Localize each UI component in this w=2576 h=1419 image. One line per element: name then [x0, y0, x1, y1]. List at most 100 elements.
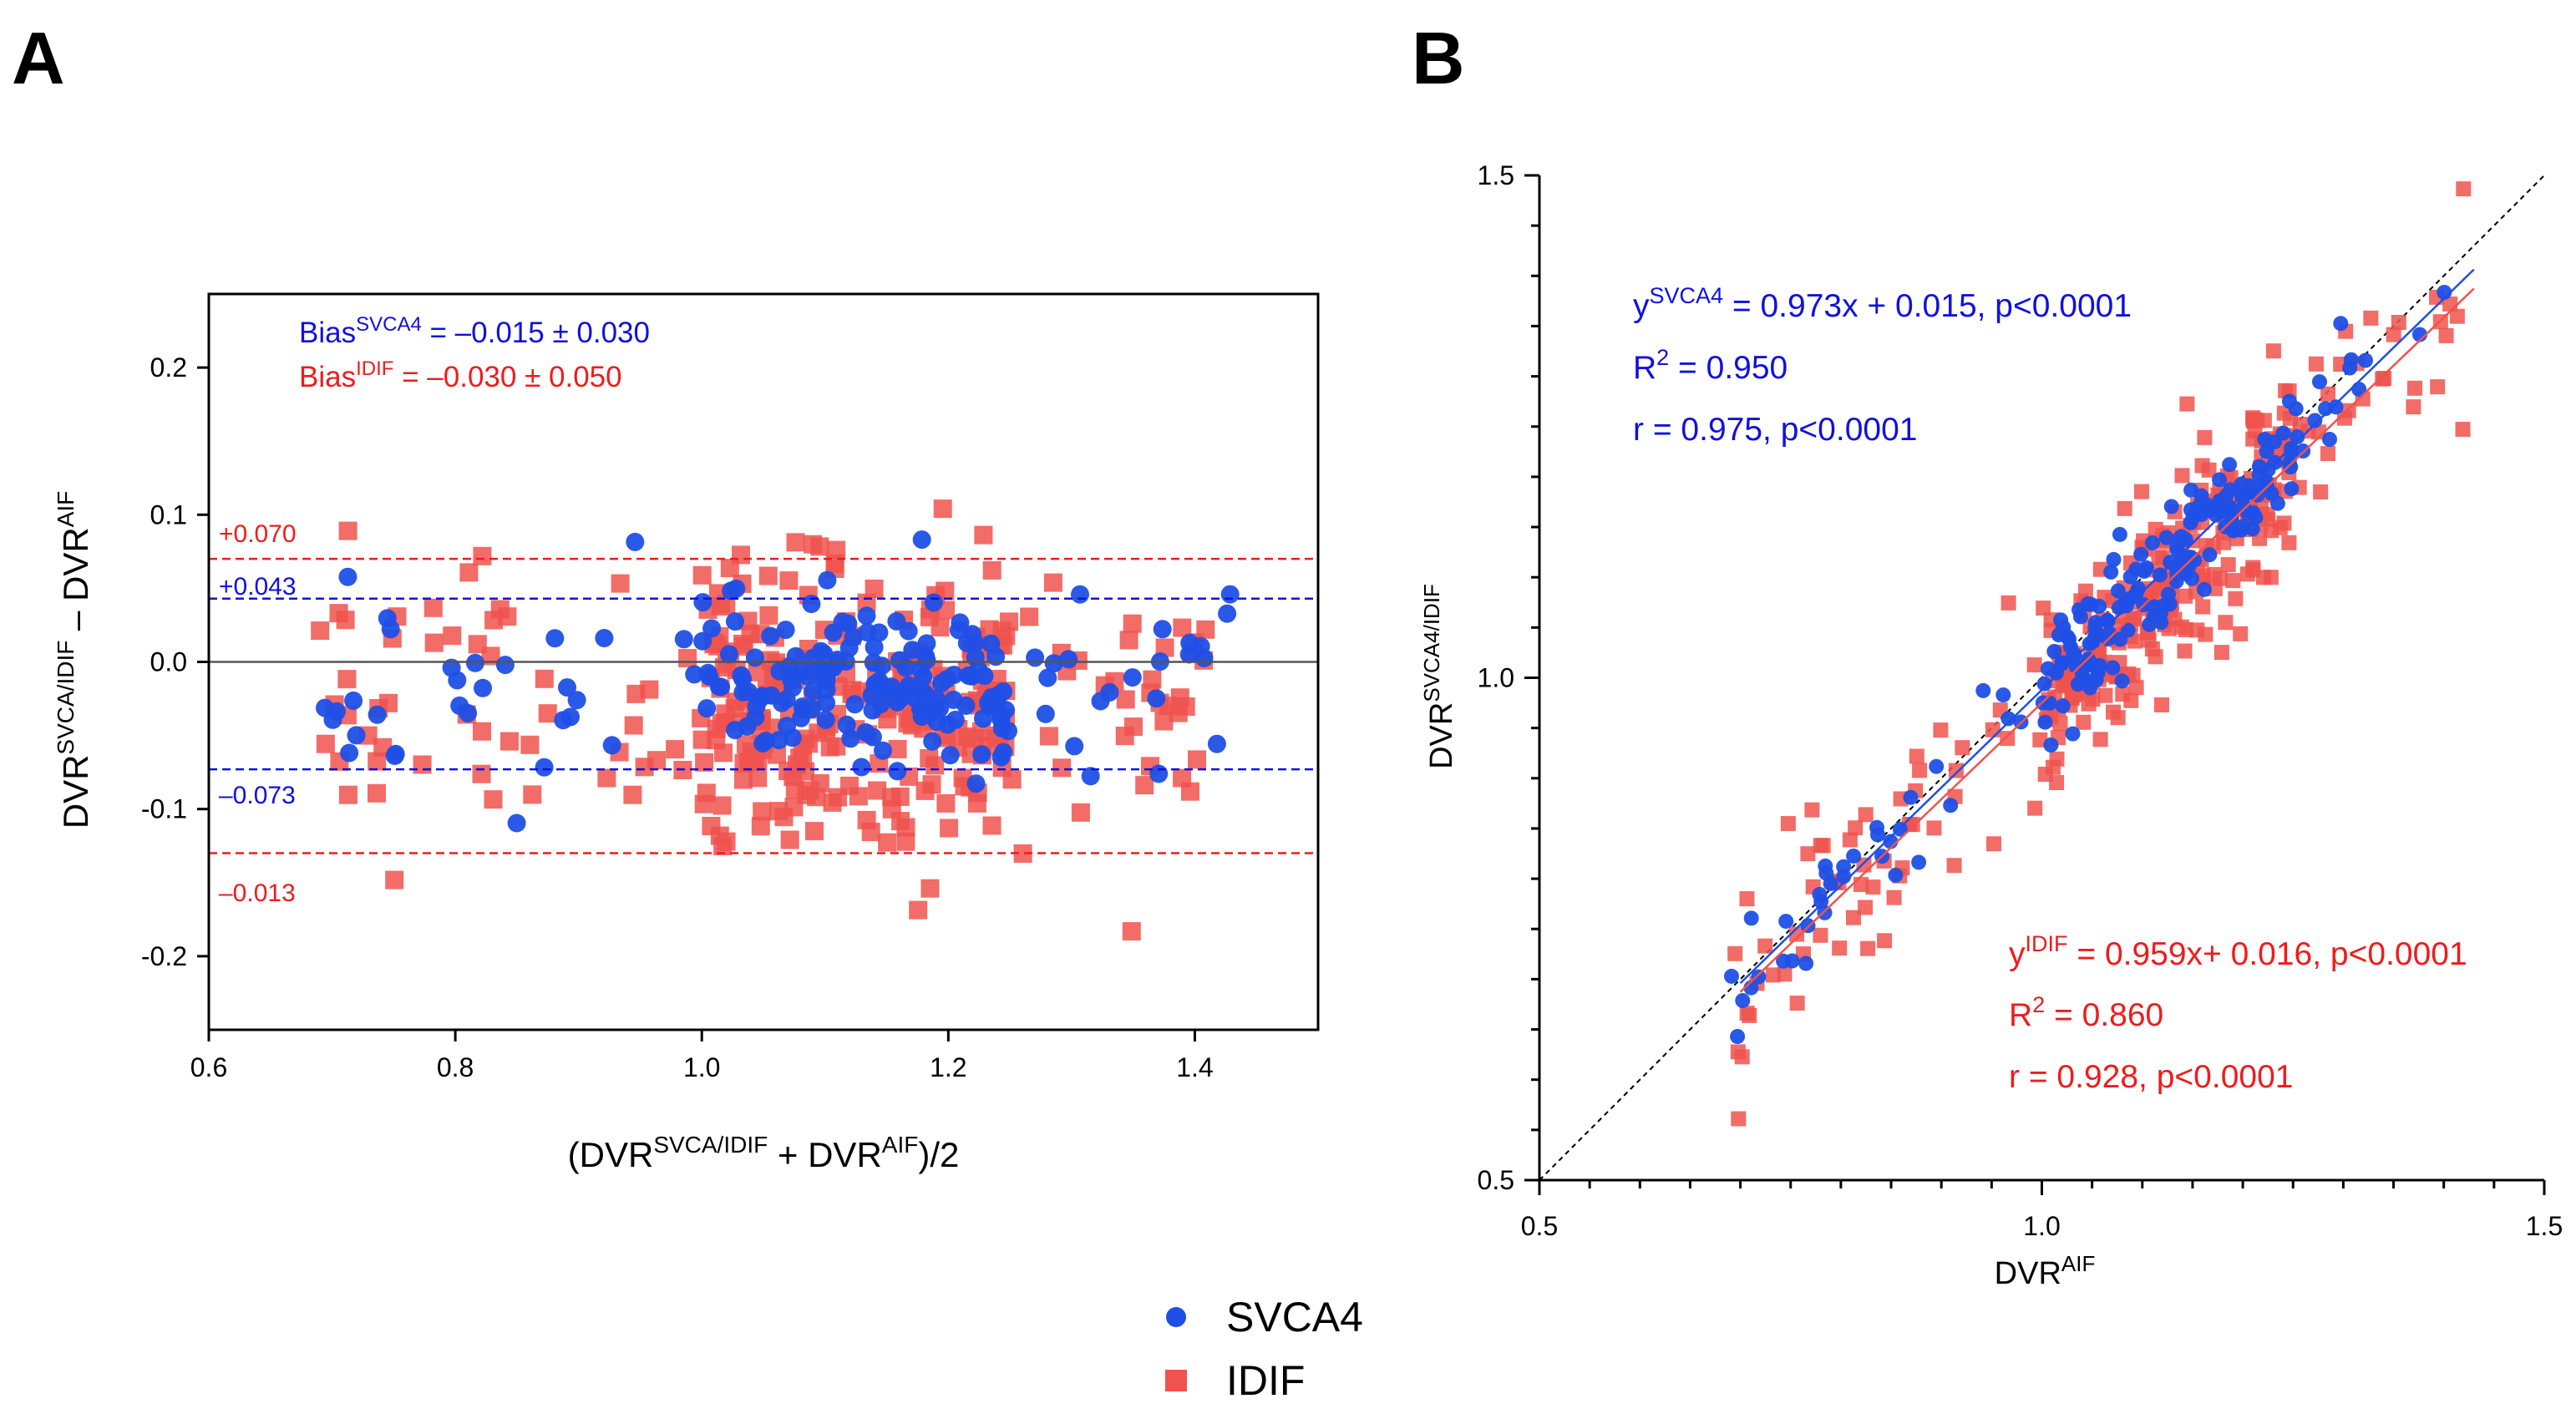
idif-point — [2386, 327, 2401, 342]
a-ytick-label: -0.1 — [141, 794, 187, 824]
svca4-point — [856, 722, 875, 742]
svca4-point — [1059, 650, 1078, 669]
idif-point — [2000, 731, 2016, 747]
svca4-point — [1081, 767, 1100, 786]
panel-a-points — [311, 499, 1240, 941]
idif-point — [2197, 429, 2213, 445]
svca4-point — [818, 570, 837, 590]
svca4-point — [870, 623, 889, 642]
idif-point — [758, 566, 778, 585]
idif-point — [982, 560, 1001, 580]
svca4-point — [344, 691, 363, 710]
svca4-equation: ySVCA4 = 0.973x + 0.015, p<0.0001 — [1633, 283, 2132, 324]
idif-point — [1188, 750, 1206, 769]
svca4-r2: R2 = 0.950 — [1633, 345, 1787, 386]
idif-point — [2391, 315, 2406, 330]
idif-point — [1780, 816, 1796, 832]
idif-point — [2123, 692, 2139, 708]
svca4-point — [923, 732, 942, 751]
idif-point — [878, 833, 897, 852]
svca4-point — [2133, 546, 2149, 562]
panel-b-points — [1724, 181, 2472, 1127]
a-xtick-label: 0.6 — [190, 1052, 227, 1082]
idif-point — [2052, 716, 2068, 732]
fit-line-idif — [1739, 287, 2475, 993]
svca4-point — [2110, 583, 2126, 599]
svca4-point — [2283, 459, 2299, 475]
idif-point — [2265, 343, 2281, 359]
svca4-point — [2142, 616, 2158, 632]
svca4-point — [783, 678, 803, 697]
svca4-point — [732, 666, 751, 685]
svca4-point — [2212, 472, 2228, 488]
idif-point — [2228, 590, 2244, 606]
idif-point — [2195, 599, 2211, 615]
svca4-point — [776, 621, 795, 640]
idif-point — [843, 681, 862, 700]
idif-point — [827, 737, 846, 756]
svca4-point — [1911, 854, 1927, 870]
svca4-point — [545, 629, 565, 648]
svca4-point — [2307, 413, 2323, 428]
svca4-point — [975, 666, 994, 686]
idif-point — [692, 730, 712, 749]
svca4-point — [442, 658, 461, 677]
svca4-point — [1207, 734, 1226, 753]
svca4-point — [2042, 695, 2057, 711]
idif-point — [2256, 570, 2271, 585]
svca4-point — [386, 744, 405, 763]
svca4-point — [994, 682, 1013, 701]
svca4-point — [2103, 564, 2119, 580]
svca4-point — [2289, 429, 2305, 444]
idif-point — [2092, 732, 2108, 748]
b-xtick-label: 1.0 — [2023, 1211, 2060, 1241]
idif-point — [737, 735, 755, 754]
svca4-point — [347, 726, 366, 745]
svca4-point — [558, 678, 576, 697]
idif-point — [745, 751, 764, 770]
svca4-point — [2055, 698, 2071, 714]
idif-point — [1154, 712, 1174, 731]
svca4-point — [2248, 509, 2264, 525]
svca4-point — [1100, 682, 1119, 702]
a-ytick-label: 0.1 — [150, 499, 187, 530]
idif-point — [1039, 727, 1058, 746]
svca4-point — [2054, 656, 2070, 671]
legend-idif-label: IDIF — [1226, 1357, 1305, 1404]
svca4-point — [535, 758, 554, 777]
svca4-point — [922, 703, 941, 722]
panel-b-y-axis-label: DVRSVCA4/IDIF — [1419, 584, 1459, 769]
svca4-point — [2000, 711, 2016, 727]
idif-point — [2110, 710, 2126, 726]
idif-point — [2225, 573, 2241, 589]
svca4-point — [1071, 585, 1089, 604]
idif-point — [385, 870, 404, 889]
svca4-point — [338, 567, 357, 586]
svca4-point — [2066, 646, 2082, 662]
idif-point — [597, 768, 616, 788]
svca4-point — [2065, 726, 2081, 742]
svca4-point — [2138, 560, 2154, 575]
svca4-point — [753, 687, 773, 706]
svca4-point — [795, 662, 814, 682]
idif-point — [2213, 645, 2229, 661]
loa-label-idif-lower: –0.013 — [219, 879, 296, 907]
idif-point — [2430, 379, 2446, 395]
svca4-point — [2088, 672, 2104, 688]
svca4-point — [450, 696, 469, 715]
idif-point — [2249, 413, 2265, 428]
idif-point — [2036, 601, 2051, 616]
idif-point — [1909, 748, 1924, 764]
idif-point — [2313, 484, 2329, 499]
idif-point — [695, 753, 714, 772]
svca4-point — [1123, 668, 1142, 687]
idif-point — [1173, 768, 1192, 788]
svca4-point — [1812, 886, 1828, 902]
idif-point — [2456, 181, 2472, 197]
svca4-point — [917, 634, 936, 653]
idif-point — [2376, 371, 2392, 386]
svca4-point — [811, 660, 830, 679]
idif-point — [424, 633, 444, 652]
svca4-point — [1798, 955, 1814, 971]
